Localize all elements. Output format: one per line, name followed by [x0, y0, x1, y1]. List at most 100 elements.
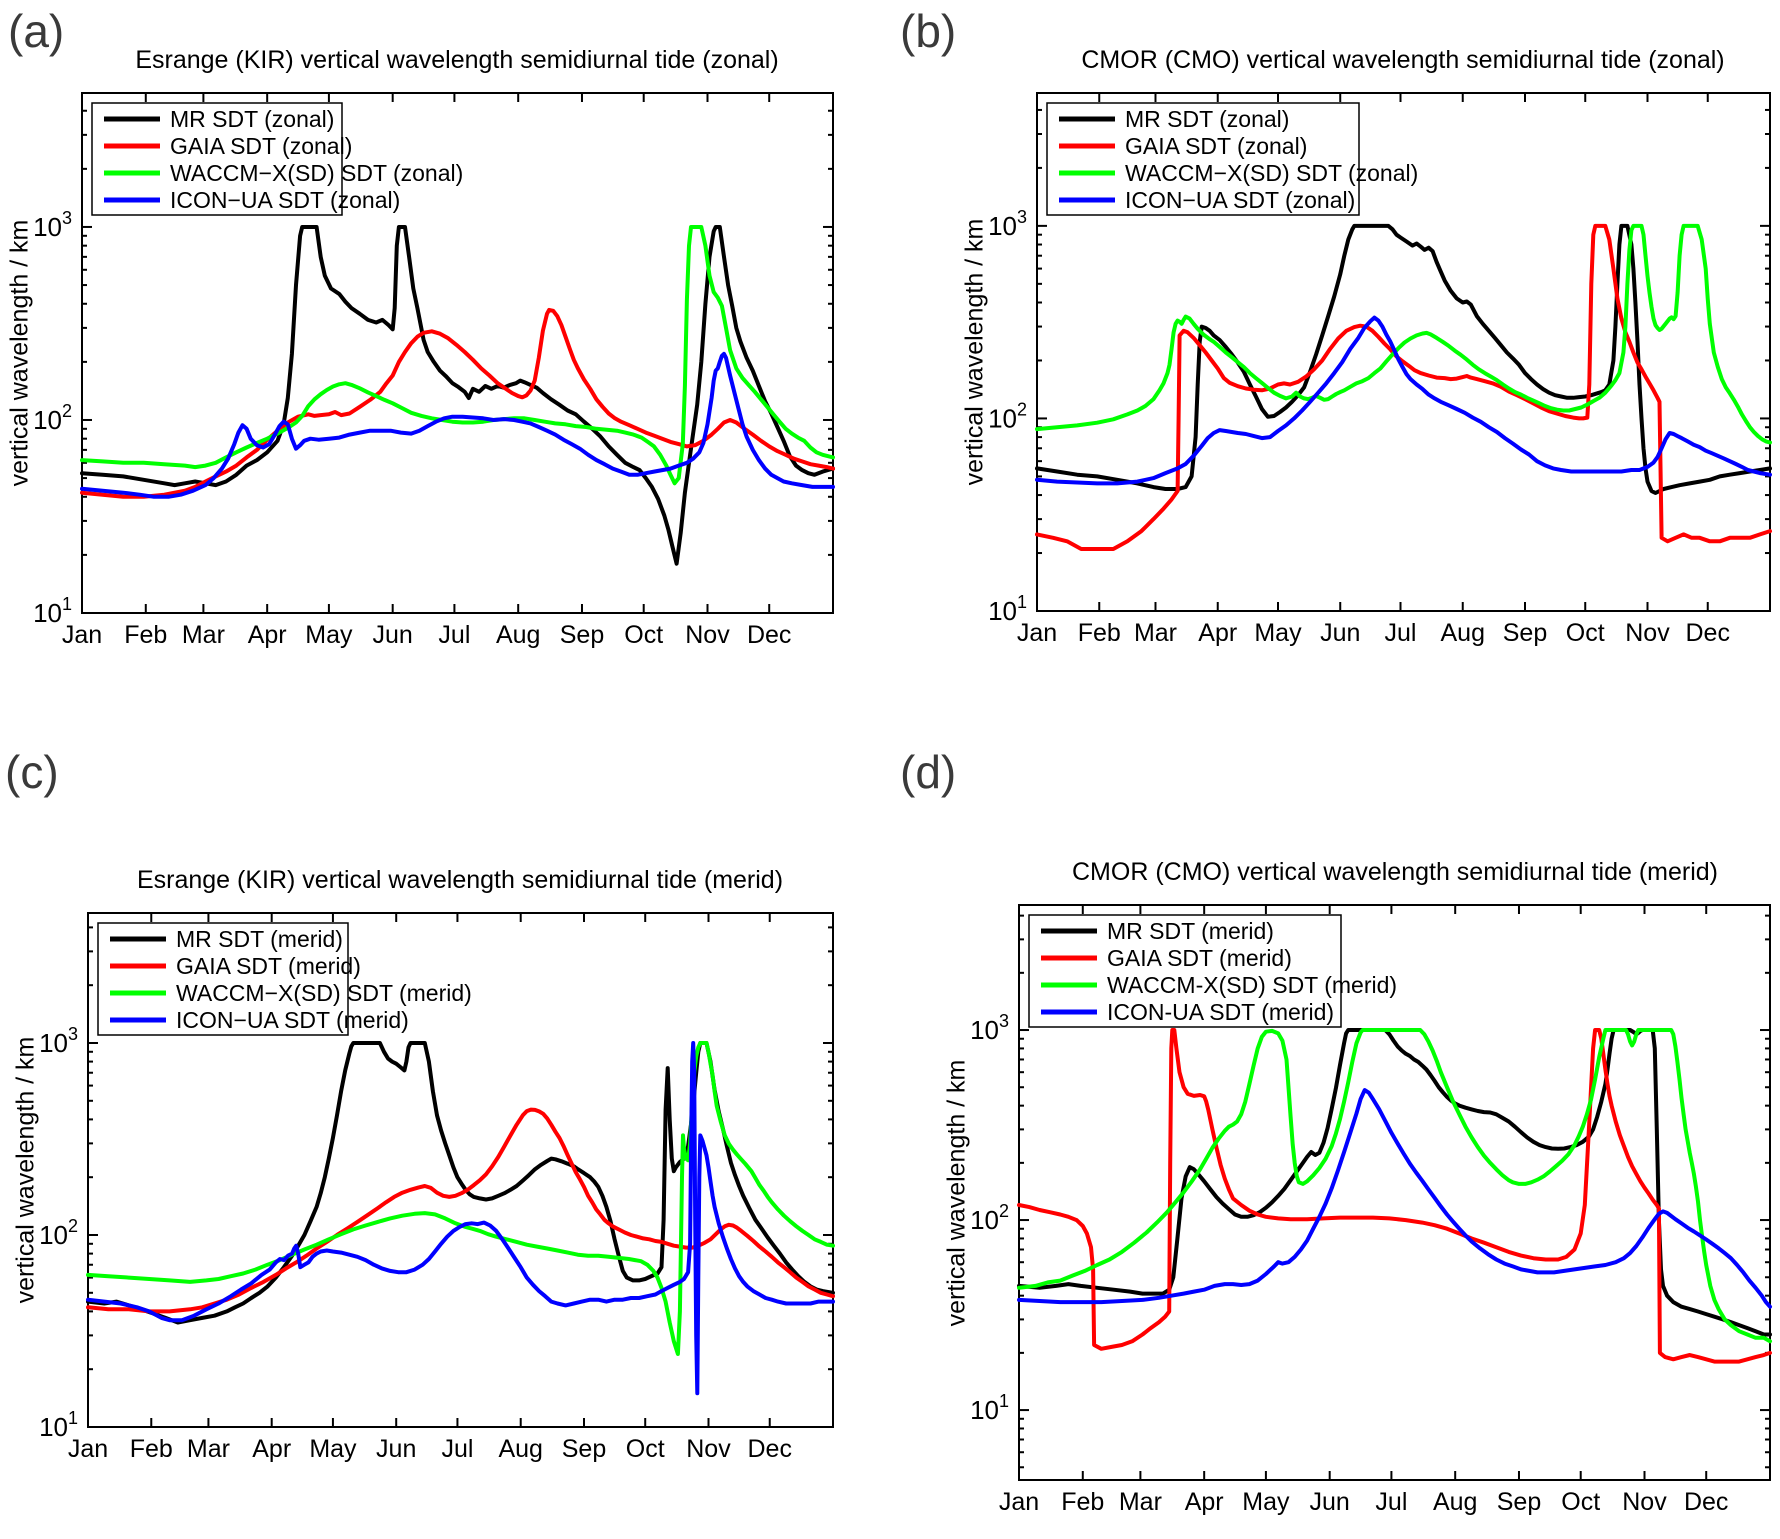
panel-title-d: CMOR (CMO) vertical wavelength semidiurn… [1072, 858, 1718, 886]
x-tick-label-Jun-b: Jun [1320, 619, 1360, 647]
x-tick-label-Nov-b: Nov [1625, 619, 1670, 647]
x-tick-label-Jul-b: Jul [1385, 619, 1417, 647]
legend-label-icon-a: ICON−UA SDT (zonal) [170, 187, 400, 213]
x-tick-label-Sep-c: Sep [562, 1435, 606, 1463]
panel-title-c: Esrange (KIR) vertical wavelength semidi… [136, 866, 784, 894]
x-tick-label-Jun-c: Jun [376, 1435, 416, 1463]
legend-label-waccm-a: WACCM−X(SD) SDT (zonal) [170, 160, 463, 186]
legend-label-gaia-b: GAIA SDT (zonal) [1125, 133, 1307, 159]
y-axis-label-a: vertical wavelength / km [5, 219, 34, 487]
y-axis-label-d: vertical wavelength / km [942, 1059, 971, 1326]
legend-box-a [91, 102, 343, 216]
series-line-waccm-b [1035, 223, 1772, 445]
axes-box-c [87, 912, 834, 1428]
x-tick-label-Jun-d: Jun [1310, 1488, 1350, 1516]
x-tick-label-Apr-a: Apr [248, 621, 287, 649]
x-tick-label-Jan-c: Jan [68, 1435, 108, 1463]
x-tick-label-Oct-a: Oct [624, 621, 663, 649]
legend-label-mr-c: MR SDT (merid) [176, 926, 343, 952]
series-line-mr-a [80, 225, 835, 566]
x-tick-label-Dec-b: Dec [1686, 619, 1730, 647]
x-tick-label-Apr-d: Apr [1185, 1488, 1224, 1516]
x-tick-label-Aug-b: Aug [1441, 619, 1485, 647]
y-tick-label-1e1-a: 101 [33, 594, 72, 628]
series-line-mr-b [1035, 223, 1772, 495]
legend-label-mr-a: MR SDT (zonal) [170, 106, 334, 132]
x-tick-label-Dec-c: Dec [747, 1435, 791, 1463]
legend-label-icon-d: ICON-UA SDT (merid) [1107, 999, 1334, 1025]
x-tick-label-Jul-c: Jul [441, 1435, 473, 1463]
x-tick-label-Sep-d: Sep [1497, 1488, 1541, 1516]
legend-label-icon-b: ICON−UA SDT (zonal) [1125, 187, 1355, 213]
panel-title-a: Esrange (KIR) vertical wavelength semidi… [135, 46, 779, 74]
x-tick-label-Mar-d: Mar [1119, 1488, 1162, 1516]
x-tick-label-Feb-c: Feb [130, 1435, 173, 1463]
legend-label-icon-c: ICON−UA SDT (merid) [176, 1007, 409, 1033]
legend-label-mr-b: MR SDT (zonal) [1125, 106, 1289, 132]
y-tick-label-1e2-a: 102 [33, 401, 72, 435]
x-tick-label-Oct-d: Oct [1561, 1488, 1600, 1516]
legend-label-gaia-d: GAIA SDT (merid) [1107, 945, 1292, 971]
x-tick-label-Jan-d: Jan [999, 1488, 1039, 1516]
series-line-icon-b [1035, 315, 1772, 486]
x-tick-label-Jul-d: Jul [1375, 1488, 1407, 1516]
x-tick-label-Nov-a: Nov [685, 621, 730, 649]
x-tick-label-Oct-c: Oct [626, 1435, 665, 1463]
x-tick-label-Feb-b: Feb [1078, 619, 1121, 647]
x-tick-label-Aug-c: Aug [498, 1435, 542, 1463]
series-line-gaia-b [1035, 223, 1772, 551]
series-line-icon-a [80, 351, 835, 499]
axes-box-a [81, 92, 834, 614]
x-tick-label-Mar-a: Mar [182, 621, 225, 649]
y-tick-label-1e3-b: 103 [988, 207, 1027, 241]
panel-letter-b: (b) [900, 5, 957, 57]
x-tick-label-Aug-a: Aug [496, 621, 540, 649]
series-line-waccm-c [86, 1041, 835, 1356]
legend-label-gaia-c: GAIA SDT (merid) [176, 953, 361, 979]
x-tick-label-Dec-a: Dec [747, 621, 791, 649]
x-tick-label-Aug-d: Aug [1433, 1488, 1477, 1516]
y-axis-label-c: vertical wavelength / km [11, 1036, 40, 1304]
y-tick-label-1e2-d: 102 [970, 1201, 1009, 1235]
legend-box-c [97, 922, 349, 1036]
legend-label-waccm-b: WACCM−X(SD) SDT (zonal) [1125, 160, 1418, 186]
series-line-icon-d [1017, 1088, 1772, 1309]
panel-letter-a: (a) [8, 5, 65, 57]
series-line-mr-d [1017, 1028, 1772, 1337]
x-tick-label-Jun-a: Jun [373, 621, 413, 649]
x-tick-label-Feb-d: Feb [1061, 1488, 1104, 1516]
x-tick-label-May-b: May [1254, 619, 1302, 647]
legend-label-gaia-a: GAIA SDT (zonal) [170, 133, 352, 159]
panel-letter-d: (d) [900, 746, 957, 798]
y-tick-label-1e1-c: 101 [39, 1408, 78, 1442]
legend-label-mr-d: MR SDT (merid) [1107, 918, 1274, 944]
y-tick-label-1e2-b: 102 [988, 399, 1027, 433]
x-tick-label-Mar-b: Mar [1134, 619, 1177, 647]
x-tick-label-Apr-b: Apr [1198, 619, 1237, 647]
y-tick-label-1e2-c: 102 [39, 1216, 78, 1250]
y-tick-label-1e1-b: 101 [988, 592, 1027, 626]
x-tick-label-May-d: May [1242, 1488, 1290, 1516]
x-tick-label-Sep-b: Sep [1503, 619, 1547, 647]
x-tick-label-Apr-c: Apr [252, 1435, 291, 1463]
series-line-waccm-d [1017, 1028, 1772, 1344]
x-tick-label-Oct-b: Oct [1566, 619, 1605, 647]
series-line-icon-c [86, 1041, 835, 1396]
y-tick-label-1e3-a: 103 [33, 208, 72, 242]
legend-label-waccm-c: WACCM−X(SD) SDT (merid) [176, 980, 472, 1006]
y-axis-label-b: vertical wavelength / km [960, 218, 989, 486]
x-tick-label-Sep-a: Sep [560, 621, 604, 649]
series-line-gaia-a [80, 307, 835, 499]
legend-box-d [1028, 914, 1342, 1028]
legend-box-b [1046, 102, 1360, 216]
x-tick-label-Dec-d: Dec [1684, 1488, 1728, 1516]
x-tick-label-Jul-a: Jul [438, 621, 470, 649]
x-tick-label-Feb-a: Feb [124, 621, 167, 649]
legend-label-waccm-d: WACCM-X(SD) SDT (merid) [1107, 972, 1397, 998]
x-tick-label-Jan-a: Jan [62, 621, 102, 649]
x-tick-label-Jan-b: Jan [1017, 619, 1057, 647]
y-tick-label-1e3-d: 103 [970, 1011, 1009, 1045]
y-tick-label-1e3-c: 103 [39, 1024, 78, 1058]
